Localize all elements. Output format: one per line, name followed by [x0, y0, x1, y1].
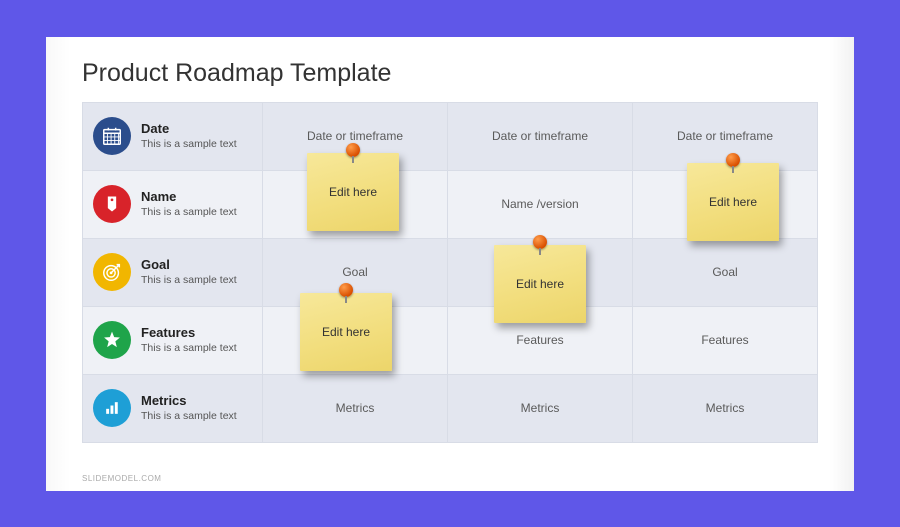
- pin-icon: [532, 235, 548, 251]
- sticky-note[interactable]: Edit here: [307, 153, 399, 231]
- sticky-label: Edit here: [516, 277, 564, 291]
- target-icon: [93, 253, 131, 291]
- row-name-label: Name This is a sample text: [83, 171, 263, 239]
- row-date-label: Date This is a sample text: [83, 103, 263, 171]
- cell: Date or timeframe: [448, 103, 633, 171]
- row-label: Features: [141, 325, 237, 342]
- pin-icon: [725, 153, 741, 169]
- sticky-label: Edit here: [322, 325, 370, 339]
- bars-icon: [93, 389, 131, 427]
- sticky-note[interactable]: Edit here: [300, 293, 392, 371]
- row-sub: This is a sample text: [141, 138, 237, 152]
- sticky-label: Edit here: [329, 185, 377, 199]
- row-label: Goal: [141, 257, 237, 274]
- sticky-label: Edit here: [709, 195, 757, 209]
- row-sub: This is a sample text: [141, 342, 237, 356]
- cell: Metrics: [263, 375, 448, 443]
- footer-text: SLIDEMODEL.COM: [82, 474, 161, 483]
- sticky-note[interactable]: Edit here: [494, 245, 586, 323]
- slide: Product Roadmap Template Date This is a …: [46, 37, 854, 491]
- row-sub: This is a sample text: [141, 206, 237, 220]
- pin-icon: [338, 283, 354, 299]
- pin-icon: [345, 143, 361, 159]
- cell: Features: [633, 307, 818, 375]
- cell: Goal: [633, 239, 818, 307]
- row-features-label: Features This is a sample text: [83, 307, 263, 375]
- roadmap-grid: Date This is a sample text Date or timef…: [82, 102, 818, 443]
- row-sub: This is a sample text: [141, 410, 237, 424]
- cell: Metrics: [633, 375, 818, 443]
- tag-icon: [93, 185, 131, 223]
- row-label: Metrics: [141, 393, 237, 410]
- star-icon: [93, 321, 131, 359]
- row-goal-label: Goal This is a sample text: [83, 239, 263, 307]
- cell: Name /version: [448, 171, 633, 239]
- row-sub: This is a sample text: [141, 274, 237, 288]
- row-metrics-label: Metrics This is a sample text: [83, 375, 263, 443]
- cell: Metrics: [448, 375, 633, 443]
- row-label: Date: [141, 121, 237, 138]
- sticky-note[interactable]: Edit here: [687, 163, 779, 241]
- calendar-icon: [93, 117, 131, 155]
- row-label: Name: [141, 189, 237, 206]
- slide-title: Product Roadmap Template: [82, 59, 818, 88]
